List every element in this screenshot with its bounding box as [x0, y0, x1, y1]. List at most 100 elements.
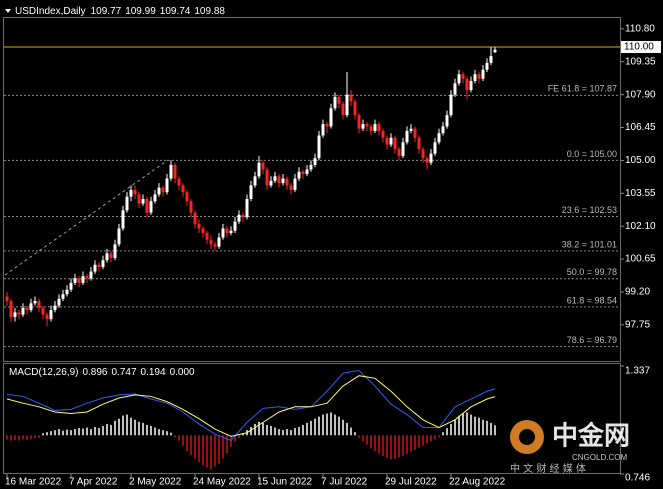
histogram-bar — [170, 432, 172, 436]
histogram-bar — [62, 430, 64, 436]
histogram-bar — [294, 428, 296, 436]
candle-body — [81, 276, 85, 283]
candle-body — [485, 62, 489, 70]
candle-body — [317, 135, 321, 159]
histogram-bar — [202, 435, 204, 466]
histogram-bar — [10, 435, 12, 441]
candle-body — [213, 244, 217, 247]
histogram-bar — [354, 432, 356, 436]
histogram-bar — [350, 427, 352, 436]
candle-body — [265, 169, 269, 186]
candle-body — [17, 312, 21, 315]
histogram-bar — [254, 423, 256, 436]
candle-body — [357, 115, 361, 129]
candle-body — [305, 169, 309, 175]
low-readout: 109.74 — [160, 6, 191, 17]
histogram-bar — [178, 435, 180, 441]
y-tick-label: 103.55 — [625, 188, 656, 199]
signal-readout: 0.747 — [112, 367, 137, 378]
x-tick-label: 16 Mar 2022 — [5, 477, 62, 488]
histogram-bar — [442, 432, 444, 436]
x-tick-label: 7 Apr 2022 — [69, 477, 118, 488]
candle-body — [37, 301, 41, 308]
candle-body — [337, 96, 341, 104]
histogram-bar — [182, 435, 184, 446]
candle-body — [393, 137, 397, 150]
x-tick-label: 29 Jul 2022 — [385, 477, 437, 488]
candle-body — [29, 303, 33, 311]
histogram-bar — [38, 435, 40, 438]
watermark-brand: 中金网 — [552, 421, 630, 452]
histogram-bar — [14, 435, 16, 440]
histogram-bar — [66, 429, 68, 436]
y-tick-label: 1.337 — [625, 366, 650, 377]
histogram-bar — [150, 425, 152, 436]
candle-body — [281, 178, 285, 184]
histogram-bar — [122, 415, 124, 436]
histogram-bar — [258, 421, 260, 436]
candle-body — [33, 301, 37, 304]
histogram-bar — [78, 428, 80, 436]
candle-body — [133, 189, 137, 195]
histogram-bar — [466, 412, 468, 436]
indicator-line — [6, 369, 496, 442]
histogram-bar — [474, 416, 476, 436]
histogram-bar — [386, 435, 388, 459]
histogram-bar — [30, 435, 32, 439]
histogram-bar — [414, 435, 416, 450]
histogram-bar — [142, 422, 144, 436]
candle-body — [437, 133, 441, 143]
histogram-bar — [58, 429, 60, 436]
histogram-bar — [346, 422, 348, 436]
candle-body — [269, 180, 273, 186]
candle-body — [461, 74, 465, 79]
candle-body — [333, 96, 337, 109]
candle-body — [301, 171, 305, 175]
candle-body — [397, 149, 401, 156]
chart-header: USDIndex,Daily 109.77 109.99 109.74 109.88 — [15, 6, 225, 17]
candle-body — [349, 94, 353, 102]
macd-header: MACD(12,26,9) 0.896 0.747 0.194 0.000 — [9, 367, 195, 378]
y-tick-label: 106.45 — [625, 122, 656, 133]
price-panel-frame — [3, 17, 621, 362]
y-tick-label: 110.80 — [625, 24, 655, 35]
candle-body — [129, 189, 133, 197]
fib-level-label: 0.0 = 105.00 — [567, 149, 617, 159]
candle-body — [181, 185, 185, 193]
histogram-bar — [286, 429, 288, 436]
candle-body — [253, 176, 257, 186]
candle-body — [101, 260, 105, 268]
candle-body — [157, 187, 161, 195]
candle-body — [449, 94, 453, 116]
y-tick-label: 99.20 — [625, 287, 650, 298]
candle-body — [205, 232, 209, 240]
histogram-bar — [402, 435, 404, 457]
histogram-bar — [234, 435, 236, 442]
candle-body — [345, 94, 349, 116]
x-tick-label: 22 Aug 2022 — [449, 477, 506, 488]
histogram-bar — [394, 435, 396, 459]
histogram-bar — [298, 427, 300, 436]
candle-body — [385, 137, 389, 145]
candle-body — [245, 198, 249, 218]
macd-title: MACD(12,26,9) — [9, 367, 78, 378]
candle-body — [429, 153, 433, 163]
candle-body — [293, 178, 297, 190]
histogram-bar — [218, 435, 220, 464]
histogram-bar — [486, 420, 488, 436]
candle-body — [389, 137, 393, 145]
histogram-bar — [130, 417, 132, 436]
y-tick-label: 97.75 — [625, 319, 650, 330]
candle-body — [225, 228, 229, 233]
candle-body — [61, 294, 65, 299]
candle-body — [237, 214, 241, 222]
open-readout: 109.77 — [91, 6, 122, 17]
histogram-bar — [326, 413, 328, 436]
candle-body — [361, 124, 365, 129]
candle-body — [273, 176, 277, 181]
histogram-bar — [314, 418, 316, 436]
histogram-bar — [50, 431, 52, 436]
histogram-bar — [390, 435, 392, 460]
